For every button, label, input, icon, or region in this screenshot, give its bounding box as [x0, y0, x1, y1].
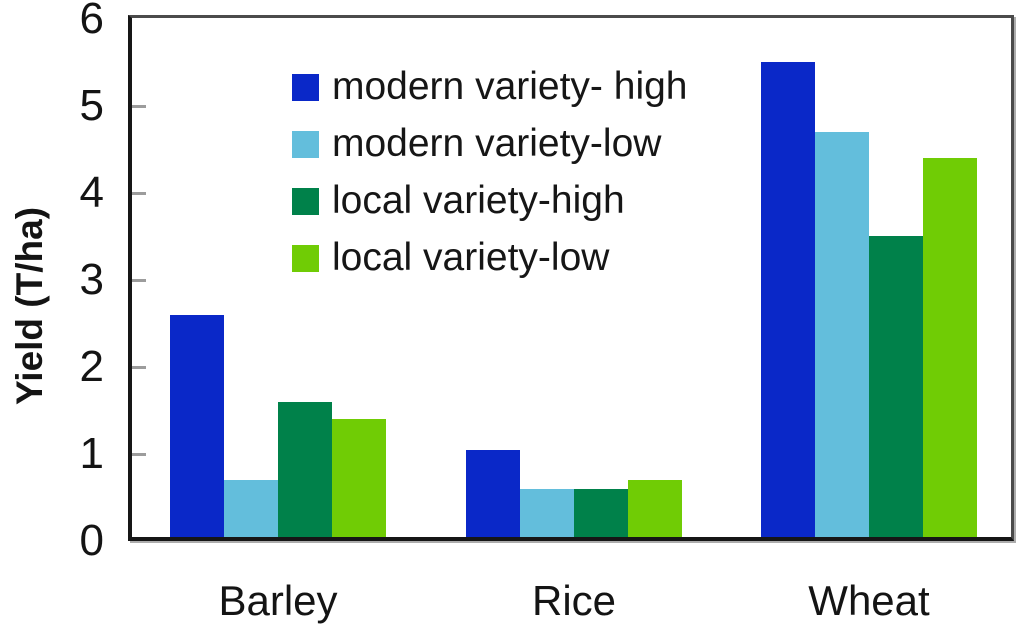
y-tick-mark [132, 192, 146, 195]
legend: modern variety- high modern variety-low lo… [292, 64, 688, 292]
x-category-label-wheat: Wheat [808, 577, 930, 624]
legend-swatch-icon [292, 244, 319, 272]
bar-modern-variety-high-rice [466, 450, 520, 541]
bar-modern-variety-low-rice [520, 489, 574, 541]
y-tick-label: 0 [79, 516, 104, 565]
y-tick-label: 5 [79, 81, 104, 130]
y-tick-mark [132, 366, 146, 369]
y-tick-label: 1 [79, 429, 104, 478]
bar-local-variety-low-wheat [923, 158, 977, 541]
y-tick-label: 3 [79, 255, 104, 304]
bar-local-variety-high-rice [574, 489, 628, 541]
y-tick-mark [132, 105, 146, 108]
legend-item: modern variety- high [292, 64, 688, 110]
legend-item: modern variety-low [292, 121, 688, 167]
bar-local-variety-low-barley [332, 419, 386, 541]
x-category-label-rice: Rice [531, 577, 617, 624]
legend-label: modern variety- high [332, 65, 688, 108]
bar-local-variety-low-rice [628, 480, 682, 541]
legend-item: local variety-low [292, 235, 688, 281]
legend-swatch-icon [292, 130, 319, 158]
x-category-label-barley: Barley [218, 577, 338, 624]
bar-modern-variety-high-barley [170, 315, 224, 541]
y-tick-label: 2 [79, 342, 104, 391]
y-tick-label: 4 [79, 168, 104, 217]
legend-swatch-icon [292, 187, 319, 215]
y-tick-label: 6 [79, 0, 104, 43]
bar-modern-variety-low-wheat [815, 132, 869, 541]
bar-local-variety-high-barley [278, 402, 332, 541]
legend-label: modern variety-low [332, 122, 662, 165]
legend-label: local variety-low [332, 236, 610, 279]
legend-label: local variety-high [332, 179, 625, 222]
bar-modern-variety-low-barley [224, 480, 278, 541]
bar-modern-variety-high-wheat [761, 62, 815, 541]
bar-local-variety-high-wheat [869, 236, 923, 541]
legend-swatch-icon [292, 73, 319, 101]
y-tick-mark [132, 453, 146, 456]
legend-item: local variety-high [292, 178, 688, 224]
y-tick-mark [132, 279, 146, 282]
